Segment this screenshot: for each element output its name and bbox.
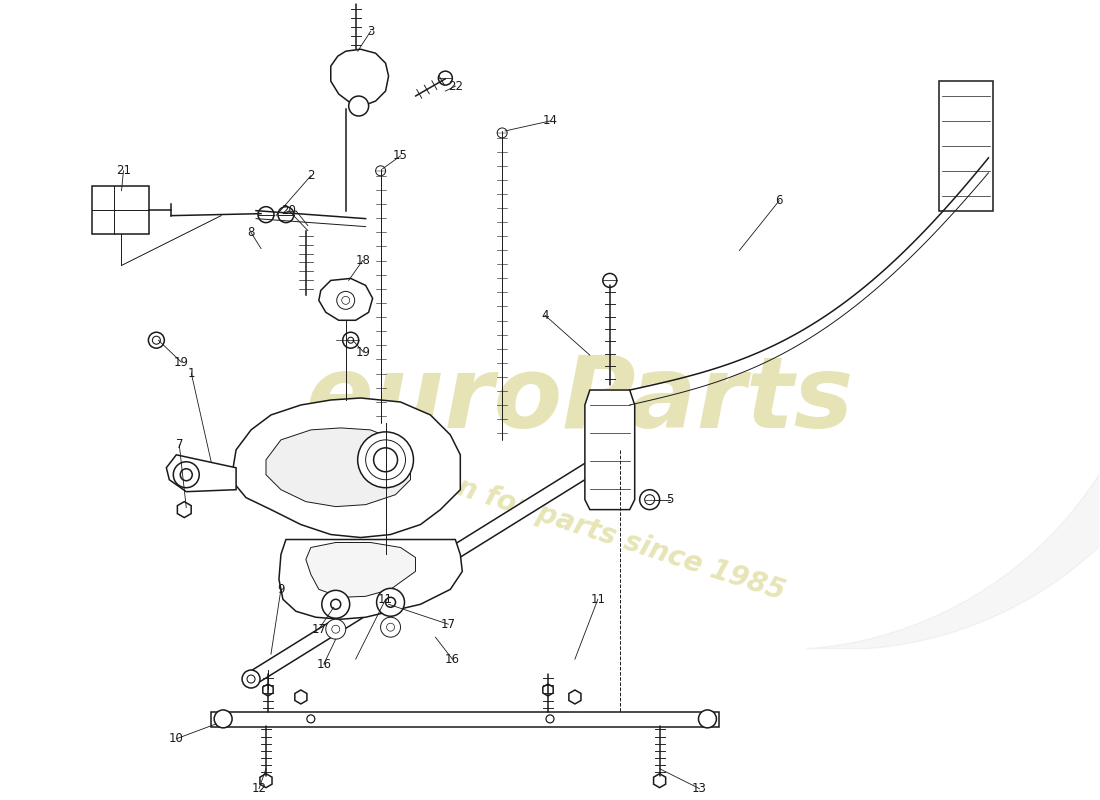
Circle shape — [322, 590, 350, 618]
Text: 18: 18 — [355, 254, 370, 267]
Circle shape — [343, 332, 359, 348]
Circle shape — [278, 206, 294, 222]
Circle shape — [375, 166, 386, 176]
Text: euroParts: euroParts — [306, 351, 854, 449]
Bar — [211, 712, 719, 727]
Circle shape — [640, 490, 660, 510]
Circle shape — [349, 96, 368, 116]
Text: 16: 16 — [444, 653, 460, 666]
Circle shape — [381, 618, 400, 637]
Polygon shape — [266, 428, 410, 506]
Circle shape — [497, 128, 507, 138]
Text: 1: 1 — [187, 366, 195, 379]
Polygon shape — [166, 455, 236, 492]
Circle shape — [698, 710, 716, 728]
Text: 15: 15 — [393, 150, 408, 162]
Circle shape — [376, 588, 405, 616]
Text: 12: 12 — [252, 782, 266, 795]
Circle shape — [326, 619, 345, 639]
Text: 9: 9 — [277, 583, 285, 596]
Circle shape — [180, 469, 192, 481]
Circle shape — [332, 626, 340, 633]
Text: 11: 11 — [378, 593, 393, 606]
Bar — [938, 81, 993, 210]
Text: 17: 17 — [311, 622, 327, 636]
Polygon shape — [295, 690, 307, 704]
Circle shape — [258, 206, 274, 222]
Text: 21: 21 — [116, 164, 131, 178]
Circle shape — [242, 670, 260, 688]
Polygon shape — [177, 502, 191, 518]
Circle shape — [337, 291, 354, 310]
Circle shape — [307, 715, 315, 723]
Circle shape — [546, 715, 554, 723]
Text: 19: 19 — [174, 356, 189, 369]
Text: 6: 6 — [776, 194, 783, 207]
Bar — [91, 186, 150, 234]
Circle shape — [645, 494, 654, 505]
Text: 10: 10 — [169, 732, 184, 746]
Text: 8: 8 — [248, 226, 255, 239]
Circle shape — [248, 675, 255, 683]
Polygon shape — [329, 622, 343, 637]
Text: 2: 2 — [307, 170, 315, 182]
Polygon shape — [331, 50, 388, 106]
Text: 4: 4 — [541, 309, 549, 322]
Polygon shape — [231, 398, 460, 538]
Circle shape — [148, 332, 164, 348]
Text: 19: 19 — [356, 346, 371, 358]
Circle shape — [153, 336, 161, 344]
Text: 5: 5 — [666, 493, 673, 506]
Polygon shape — [585, 390, 635, 510]
Text: a passion for parts since 1985: a passion for parts since 1985 — [331, 434, 789, 606]
Polygon shape — [384, 619, 397, 635]
Polygon shape — [260, 774, 272, 788]
Text: 20: 20 — [282, 204, 296, 217]
Circle shape — [214, 710, 232, 728]
Text: 17: 17 — [441, 618, 455, 630]
Circle shape — [358, 432, 414, 488]
Polygon shape — [279, 539, 462, 619]
Circle shape — [331, 599, 341, 610]
Polygon shape — [248, 444, 624, 685]
Polygon shape — [653, 774, 666, 788]
Text: 7: 7 — [176, 438, 183, 451]
Polygon shape — [569, 690, 581, 704]
Text: 13: 13 — [692, 782, 707, 795]
Circle shape — [348, 338, 354, 343]
Circle shape — [603, 274, 617, 287]
Text: 11: 11 — [591, 593, 605, 606]
Circle shape — [439, 71, 452, 85]
Circle shape — [610, 441, 629, 458]
Text: 3: 3 — [367, 25, 374, 38]
Polygon shape — [263, 684, 273, 696]
Circle shape — [616, 446, 624, 454]
Text: 16: 16 — [317, 658, 331, 670]
Circle shape — [374, 448, 397, 472]
Circle shape — [386, 623, 395, 631]
Circle shape — [386, 598, 396, 607]
Text: 14: 14 — [542, 114, 558, 127]
Text: 22: 22 — [448, 79, 463, 93]
Circle shape — [342, 296, 350, 304]
Polygon shape — [542, 684, 553, 696]
Polygon shape — [306, 542, 416, 598]
Circle shape — [174, 462, 199, 488]
Polygon shape — [319, 278, 373, 320]
